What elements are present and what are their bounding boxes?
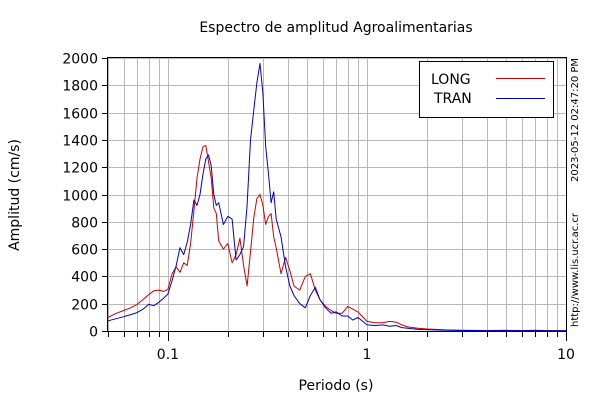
x-tick-labels: 0.1 1 10 xyxy=(157,347,575,363)
y-tick-label: 1600 xyxy=(62,107,98,123)
y-tick-label: 2000 xyxy=(62,52,98,68)
legend-box xyxy=(419,61,554,118)
y-tick-labels: 0 200 400 600 800 1000 1200 1400 1600 1800 2000 xyxy=(62,52,98,341)
series-layer xyxy=(107,63,567,332)
series-line-tran xyxy=(107,63,566,332)
x-tick-label: 10 xyxy=(557,347,575,363)
legend-label-long: LONG xyxy=(431,72,471,88)
y-tick-label: 1400 xyxy=(62,134,98,150)
x-axis-label: Periodo (s) xyxy=(299,378,374,394)
y-tick-label: 1000 xyxy=(62,189,98,205)
y-tick-label: 600 xyxy=(71,243,98,259)
y-tick-label: 1800 xyxy=(62,79,98,95)
x-tick-label: 0.1 xyxy=(157,347,179,363)
y-tick-label: 200 xyxy=(71,298,98,314)
x-tick-label: 1 xyxy=(362,347,371,363)
ticks xyxy=(102,58,567,341)
timestamp-label: 2023-05-12 02:47:20 PM xyxy=(570,58,581,182)
chart-title: Espectro de amplitud Agroalimentarias xyxy=(199,20,472,36)
y-tick-label: 800 xyxy=(71,216,98,232)
y-axis-label: Amplitud (cm/s) xyxy=(7,139,23,251)
y-tick-label: 0 xyxy=(89,325,98,341)
y-tick-label: 400 xyxy=(71,270,98,286)
legend: LONG TRAN xyxy=(419,61,554,118)
series-line-long xyxy=(107,144,567,332)
grid xyxy=(108,58,566,332)
legend-label-tran: TRAN xyxy=(433,91,472,107)
source-url-label: http://www.lis.ucr.ac.cr xyxy=(570,212,581,327)
y-tick-label: 1200 xyxy=(62,161,98,177)
